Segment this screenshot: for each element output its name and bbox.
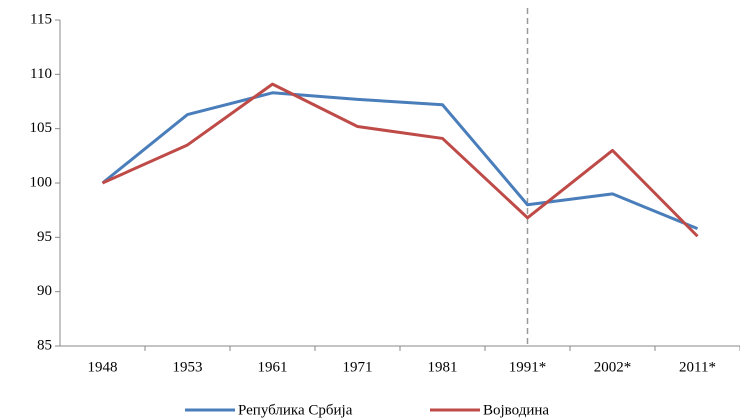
y-tick-label: 85 [37, 337, 52, 353]
y-tick-label: 90 [37, 283, 52, 299]
legend-label: Војводина [483, 402, 549, 418]
x-tick-label: 1981 [428, 359, 458, 375]
x-tick-label: 1953 [173, 359, 203, 375]
x-tick-label: 1991* [509, 359, 547, 375]
y-tick-label: 95 [37, 229, 52, 245]
series-line [101, 82, 699, 238]
x-tick-label: 1971 [343, 359, 373, 375]
legend-label: Република Србија [238, 402, 353, 418]
x-tick-label: 1948 [88, 359, 118, 375]
y-tick-label: 110 [30, 66, 52, 82]
x-tick-label: 1961 [258, 359, 288, 375]
y-tick-label: 115 [30, 11, 52, 27]
series-line [101, 91, 699, 231]
x-tick-label: 2011* [679, 359, 716, 375]
x-tick-label: 2002* [594, 359, 632, 375]
y-tick-label: 105 [30, 120, 53, 136]
y-tick-label: 100 [30, 174, 53, 190]
